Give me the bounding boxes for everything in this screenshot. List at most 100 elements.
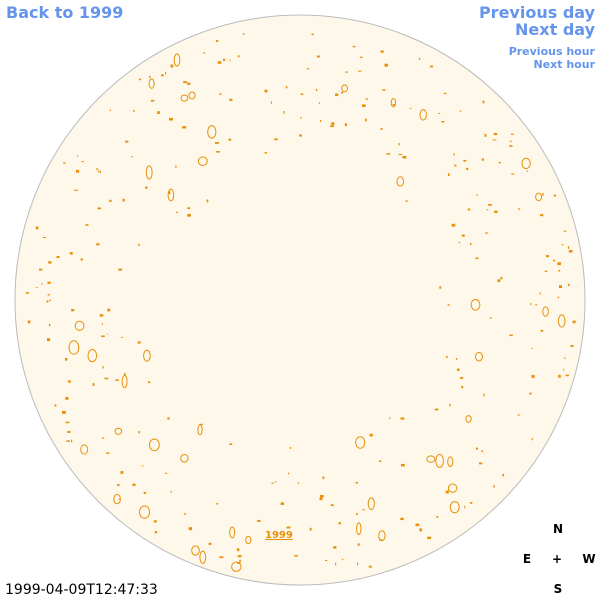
speck	[101, 323, 103, 325]
speck	[237, 555, 242, 558]
speck	[405, 200, 408, 202]
speck	[498, 162, 501, 164]
speck	[572, 320, 576, 324]
speck	[150, 99, 155, 102]
speck	[400, 417, 405, 420]
previous-hour-link[interactable]: Previous hour	[508, 45, 595, 58]
speck	[48, 261, 52, 264]
speck	[257, 519, 261, 522]
speck	[500, 276, 503, 280]
speck	[511, 133, 514, 135]
speck	[180, 94, 189, 102]
year-link[interactable]: 1999	[265, 530, 293, 541]
compass-south: S	[553, 582, 563, 596]
next-hour-link[interactable]: Next hour	[533, 58, 596, 71]
speck	[542, 192, 544, 196]
speck	[56, 256, 60, 258]
speck	[447, 304, 450, 306]
timestamp: 1999-04-09T12:47:33	[5, 582, 158, 598]
speck	[239, 559, 241, 563]
speck	[197, 156, 208, 166]
speck	[488, 204, 492, 206]
speck	[96, 243, 100, 246]
speck	[492, 139, 497, 141]
speck	[191, 545, 200, 556]
speck	[183, 81, 187, 84]
speck	[531, 347, 533, 349]
speck	[99, 170, 101, 174]
speck	[41, 283, 43, 285]
speck	[139, 78, 142, 81]
speck	[447, 483, 458, 493]
speck	[493, 132, 498, 135]
speck	[482, 100, 485, 104]
speck	[92, 383, 95, 386]
speck	[285, 86, 288, 89]
speck	[446, 356, 448, 359]
speck	[187, 213, 191, 217]
speck	[557, 296, 560, 298]
active-regions	[25, 33, 576, 572]
speck	[170, 490, 172, 493]
speck	[237, 562, 241, 564]
speck	[497, 279, 501, 283]
speck	[309, 527, 312, 531]
compass-north: N	[552, 522, 564, 536]
speck	[69, 252, 73, 255]
speck	[453, 153, 455, 156]
speck	[125, 140, 129, 143]
speck	[137, 341, 141, 344]
speck	[362, 104, 366, 107]
speck	[558, 374, 561, 378]
speck	[434, 408, 439, 411]
speck	[132, 483, 136, 486]
speck	[481, 450, 483, 453]
speck	[199, 550, 207, 564]
speck	[168, 191, 171, 195]
speck	[109, 109, 111, 111]
speck	[106, 452, 110, 454]
speck	[439, 286, 442, 289]
speck	[274, 138, 278, 141]
speck	[483, 393, 485, 397]
speck	[142, 465, 144, 467]
speck	[236, 548, 240, 552]
next-day-link[interactable]: Next day	[515, 20, 595, 39]
speck	[287, 472, 290, 475]
speck	[509, 334, 513, 337]
speck	[118, 268, 123, 271]
speck	[402, 156, 407, 159]
speck	[283, 111, 285, 114]
previous-day-link[interactable]: Previous day	[478, 3, 595, 22]
speck	[133, 110, 135, 112]
speck	[535, 304, 538, 306]
speck	[131, 156, 133, 158]
speck	[99, 314, 104, 317]
speck	[461, 385, 464, 389]
speck	[535, 192, 543, 202]
speck	[335, 562, 337, 566]
speck	[216, 151, 220, 153]
speck	[356, 522, 362, 536]
compass-east: E	[522, 552, 532, 566]
speck	[68, 380, 71, 383]
speck	[109, 199, 112, 202]
speck	[489, 317, 492, 319]
speck	[529, 392, 532, 395]
speck	[169, 117, 173, 121]
speck	[207, 125, 217, 139]
speck	[173, 53, 181, 67]
speck	[401, 463, 405, 467]
speck	[165, 71, 167, 75]
speck	[355, 481, 358, 484]
speck	[484, 133, 487, 137]
speck	[345, 71, 348, 73]
speck	[458, 241, 461, 244]
back-link[interactable]: Back to 1999	[6, 3, 124, 22]
speck	[184, 512, 186, 516]
speck	[214, 142, 219, 144]
speck	[570, 345, 574, 347]
speck	[563, 230, 567, 232]
speck	[542, 306, 549, 317]
